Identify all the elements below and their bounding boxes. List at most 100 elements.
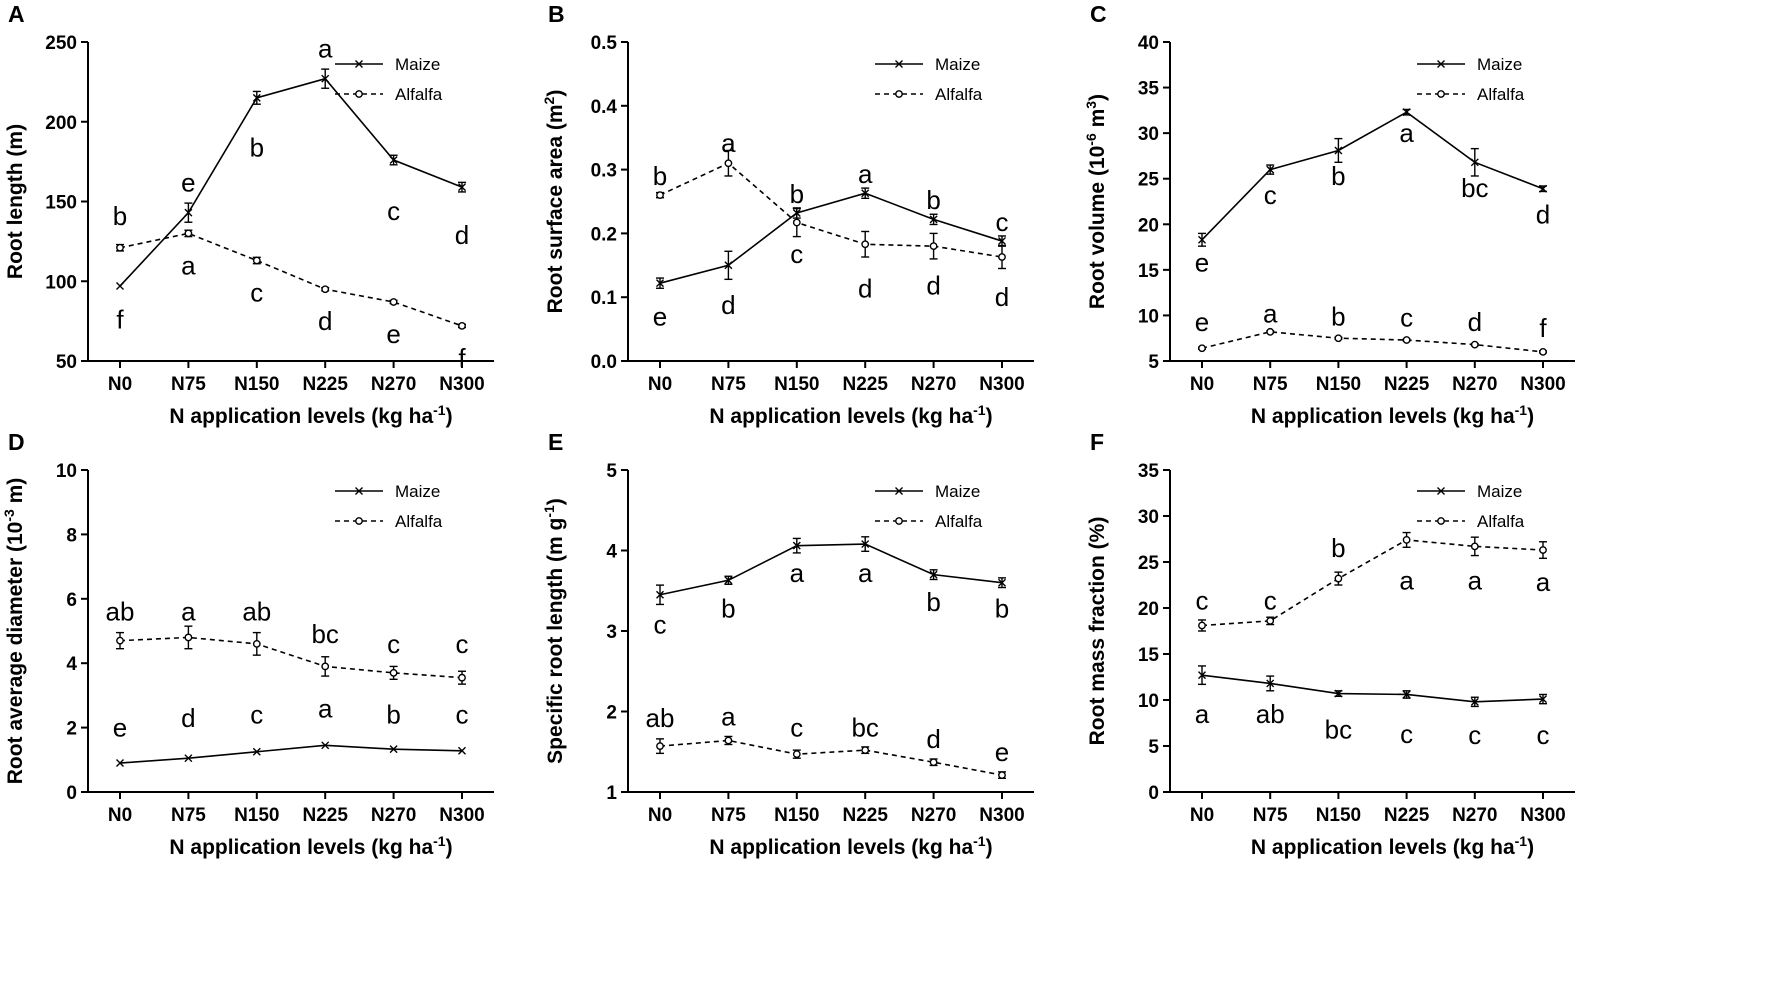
panel-c-maize-significance-label: b (1331, 161, 1345, 191)
panel-d-maize-significance-label: a (318, 693, 333, 723)
panel-a-alfalfa-point (252, 256, 261, 265)
panel-d-maize-legend-label: Maize (395, 482, 440, 501)
panel-f-x-axis-title: N application levels (kg ha-1) (1251, 833, 1534, 859)
panel-e-alfalfa-significance-label: e (995, 737, 1009, 767)
panel-f-maize-point (1470, 697, 1479, 706)
panel-a-alfalfa-point (321, 285, 330, 294)
panel-c-y-axis-title: Root volume (10-6 m3) (1083, 94, 1109, 309)
panel-f-maize-point (1334, 689, 1343, 698)
panel-b-alfalfa-point (792, 218, 801, 227)
panel-f-x-tick-label: N0 (1190, 805, 1214, 826)
panel-e-alfalfa-significance-label: a (721, 701, 736, 731)
panel-e-maize-significance-label: c (654, 610, 667, 640)
panel-a-x-tick-label: N225 (302, 374, 348, 395)
panel-b-x-tick-label: N270 (911, 374, 956, 395)
panel-f-x-tick-label: N270 (1452, 805, 1497, 826)
panel-f-letter: F (1090, 429, 1104, 455)
panel-b-alfalfa-legend-label: Alfalfa (935, 85, 983, 104)
panel-b-maize-point (861, 189, 870, 198)
panel-d-alfalfa-point (252, 639, 261, 648)
panel-f-y-tick-label: 10 (1138, 691, 1159, 712)
panel-d-maize-point (184, 754, 193, 763)
panel-e-alfalfa-significance-label: ab (646, 703, 675, 733)
panel-a-alfalfa-point (458, 322, 466, 330)
panel-a-alfalfa-point (389, 298, 398, 306)
panel-d-y-tick-label: 6 (66, 590, 77, 611)
panel-e-maize-point (998, 578, 1006, 587)
panel-f-maize-significance-label: bc (1325, 714, 1352, 744)
panel-a-alfalfa-significance-label: e (386, 319, 400, 349)
panel-b-alfalfa-significance-label: b (653, 161, 667, 191)
panel-d-x-tick-label: N225 (302, 805, 348, 826)
panel-f-y-tick-label: 25 (1138, 553, 1160, 574)
panel-f-alfalfa-significance-label: b (1331, 533, 1345, 563)
panel-a-y-tick-label: 100 (45, 272, 77, 293)
panel-a-alfalfa-point (116, 243, 124, 252)
panel-a-alfalfa-point (184, 229, 193, 238)
panel-e-x-tick-label: N0 (648, 805, 672, 826)
panel-e-y-tick-label: 5 (606, 461, 617, 482)
panel-d-maize-line (119, 744, 463, 764)
panel-e-maize-significance-label: b (995, 593, 1009, 623)
panel-a-maize-point (252, 93, 261, 102)
panel-b-x-tick-label: N0 (648, 374, 672, 395)
panel-a-x-tick-label: N270 (371, 374, 416, 395)
panel-c-alfalfa-significance-label: f (1539, 313, 1547, 343)
panel-f-alfalfa-significance-label: a (1399, 565, 1414, 595)
panel-c-x-axis-title: N application levels (kg ha-1) (1251, 402, 1534, 428)
panel-c-x-tick-label: N225 (1384, 374, 1430, 395)
panel-a-alfalfa-significance-label: f (458, 343, 466, 373)
panel-f-maize-point (1266, 679, 1275, 688)
panel-b-alfalfa-point (929, 242, 938, 251)
panel-e-maize-point (792, 541, 801, 550)
panel-d-alfalfa-point (321, 662, 330, 671)
panel-d-maize-point (116, 759, 124, 768)
panel-c-maize-significance-label: c (1264, 180, 1277, 210)
panel-d-maize-point (389, 745, 398, 754)
panel-b-maize-significance-label: b (790, 179, 804, 209)
panel-e-x-axis-title: N application levels (kg ha-1) (709, 833, 992, 859)
panel-b-x-axis-title: N application levels (kg ha-1) (709, 402, 992, 428)
panel-c-maize-significance-label: e (1195, 248, 1209, 278)
panel-e-maize-point (724, 576, 733, 585)
panel-e-alfalfa-significance-label: d (926, 724, 940, 754)
panel-c-alfalfa-legend-label: Alfalfa (1477, 85, 1525, 104)
panel-f-y-axis-title: Root mass fraction (%) (1086, 517, 1109, 746)
panel-f-maize-point (1402, 690, 1411, 699)
panel-a-x-tick-label: N75 (171, 374, 206, 395)
panel-e-x-tick-label: N150 (774, 805, 819, 826)
panel-d-alfalfa-point (389, 668, 398, 677)
panel-e-y-axis-title: Specific root length (m g-1) (541, 498, 567, 764)
panel-e-alfalfa-point (792, 750, 801, 759)
panel-e-x-tick-label: N75 (711, 805, 746, 826)
panel-c-maize-legend-marker (1437, 60, 1445, 68)
panel-f-alfalfa-line (1201, 539, 1544, 627)
panel-e-letter: E (548, 429, 563, 455)
panel-b-alfalfa-significance-label: d (926, 271, 940, 301)
panel-b-maize-line (659, 192, 1003, 284)
panel-a-maize-point (184, 208, 193, 217)
panel-e-maize-point (929, 570, 938, 579)
panel-f-alfalfa-significance-label: a (1468, 565, 1483, 595)
panel-c-alfalfa-significance-label: a (1263, 299, 1278, 329)
panel-b-y-tick-label: 0.4 (591, 97, 618, 118)
panel-f-maize-significance-label: a (1195, 699, 1210, 729)
panel-d-y-tick-label: 0 (66, 783, 77, 804)
panel-a-alfalfa-significance-label: d (318, 306, 332, 336)
panel-a-maize-significance-label: c (387, 196, 400, 226)
panel-b-letter: B (548, 1, 565, 27)
panel-d-x-tick-label: N0 (108, 805, 132, 826)
panel-c-maize-point (1266, 165, 1275, 174)
panel-c-maize-significance-label: bc (1461, 173, 1488, 203)
panel-a-y-tick-label: 250 (45, 33, 77, 54)
panel-b-alfalfa-legend-marker (895, 90, 903, 98)
panel-d-y-tick-label: 2 (66, 719, 77, 740)
panel-a-maize-point (458, 183, 466, 192)
panel-e-maize-significance-label: a (858, 558, 873, 588)
panel-d-maize-significance-label: c (250, 700, 263, 730)
panel-c-alfalfa-significance-label: b (1331, 301, 1345, 331)
panel-e-alfalfa-point (724, 736, 733, 745)
panel-a-maize-legend-label: Maize (395, 55, 440, 74)
panel-f-maize-point (1539, 695, 1547, 704)
